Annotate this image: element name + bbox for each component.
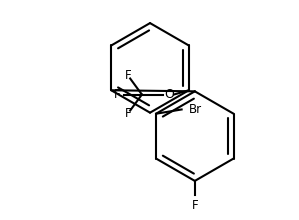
Text: F: F: [125, 69, 131, 82]
Text: O: O: [165, 88, 175, 101]
Text: F: F: [114, 88, 121, 101]
Text: F: F: [191, 199, 198, 212]
Text: F: F: [125, 107, 131, 120]
Text: Br: Br: [189, 103, 202, 116]
